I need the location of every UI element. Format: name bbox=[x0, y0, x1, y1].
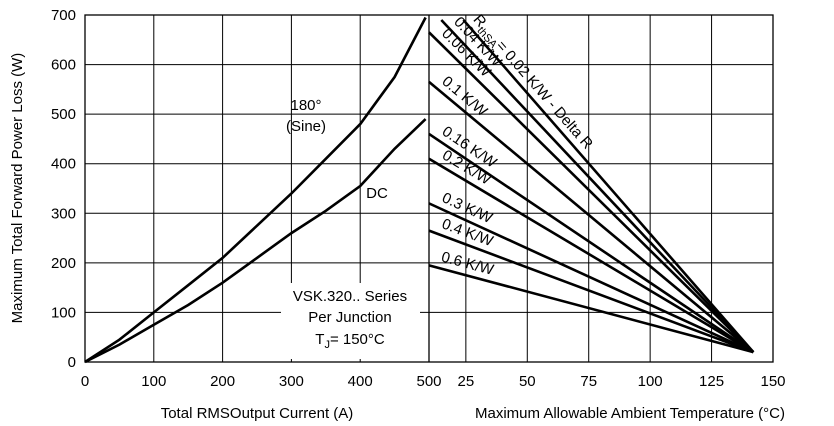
x-tick-label-left-5: 500 bbox=[416, 373, 441, 390]
x-tick-label-left-4: 400 bbox=[348, 373, 373, 390]
heatsink-line-5 bbox=[428, 157, 755, 354]
annotation-box bbox=[281, 283, 420, 359]
y-tick-label-4: 400 bbox=[51, 156, 76, 173]
tick-layer: 0 100 200 300 400 500 600 700 0 100 200 300 400 500 25… bbox=[51, 7, 786, 390]
x-tick-label-left-2: 200 bbox=[210, 373, 235, 390]
heatsink-line-6 bbox=[428, 202, 754, 354]
series-line-dc bbox=[84, 118, 427, 364]
heatsink-line-4 bbox=[428, 132, 755, 354]
annotation-temperature-symbol: T bbox=[315, 331, 324, 348]
y-tick-label-2: 200 bbox=[51, 255, 76, 272]
series-label-180-sine-line2: (Sine) bbox=[286, 118, 326, 135]
x-tick-label-right-3: 100 bbox=[638, 373, 663, 390]
y-tick-label-1: 100 bbox=[51, 304, 76, 321]
heatsink-line-7 bbox=[428, 229, 754, 354]
x-tick-label-left-0: 0 bbox=[81, 373, 89, 390]
y-tick-label-5: 500 bbox=[51, 106, 76, 123]
x-tick-label-right-2: 75 bbox=[580, 373, 597, 390]
y-tick-label-7: 700 bbox=[51, 7, 76, 24]
annotation-temperature: TJ= 150°C bbox=[315, 331, 385, 351]
annotation-temperature-subscript: J bbox=[324, 339, 330, 351]
y-tick-label-3: 300 bbox=[51, 205, 76, 222]
series-line-180-sine bbox=[84, 16, 427, 364]
x-axis-label-right: Maximum Allowable Ambient Temperature (°… bbox=[475, 405, 785, 422]
annotation-temperature-value: = 150°C bbox=[330, 331, 385, 348]
heatsink-line-8 bbox=[428, 264, 754, 354]
x-axis-label-left: Total RMSOutput Current (A) bbox=[161, 405, 354, 422]
x-tick-label-left-3: 300 bbox=[279, 373, 304, 390]
annotation-junction: Per Junction bbox=[308, 309, 391, 326]
x-tick-label-right-5: 150 bbox=[760, 373, 785, 390]
series-label-180-sine-line1: 180° bbox=[290, 97, 321, 114]
curve-layer bbox=[84, 16, 755, 364]
x-tick-label-right-0: 25 bbox=[458, 373, 475, 390]
series-label-dc: DC bbox=[366, 185, 388, 202]
heatsink-line-1 bbox=[440, 19, 755, 353]
y-tick-label-6: 600 bbox=[51, 57, 76, 74]
y-axis-label: Maximum Total Forward Power Loss (W) bbox=[9, 53, 26, 324]
x-tick-label-left-1: 100 bbox=[141, 373, 166, 390]
x-tick-label-right-1: 50 bbox=[519, 373, 536, 390]
heatsink-label-value: = 0.02 K/W - Delta R bbox=[492, 37, 596, 152]
heatsink-line-0 bbox=[462, 19, 755, 353]
y-tick-label-0: 0 bbox=[68, 354, 76, 371]
heatsink-line-2 bbox=[428, 31, 755, 354]
annotation-series: VSK.320.. Series bbox=[293, 288, 407, 305]
x-tick-label-right-4: 125 bbox=[699, 373, 724, 390]
heatsink-line-3 bbox=[428, 80, 755, 354]
